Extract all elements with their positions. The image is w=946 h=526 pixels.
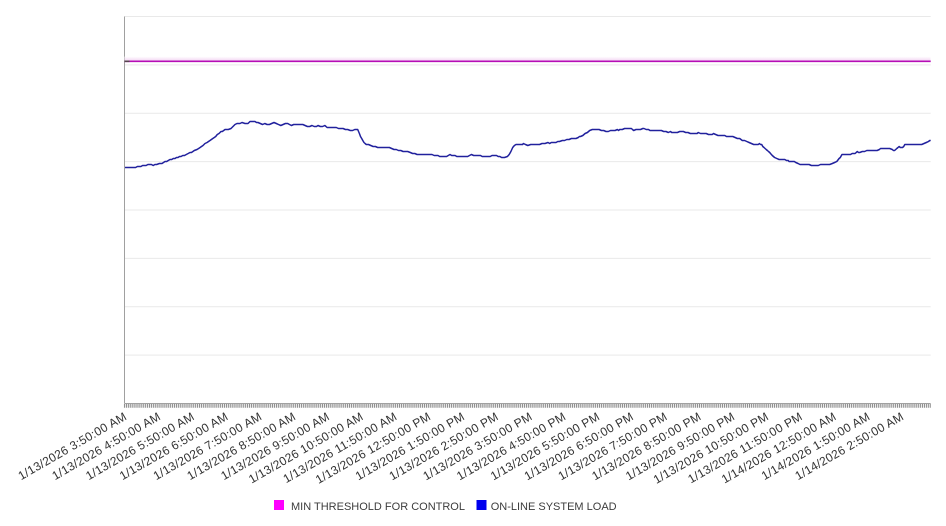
svg-text:ON-LINE SYSTEM LOAD: ON-LINE SYSTEM LOAD bbox=[491, 501, 617, 513]
svg-text:MIN THRESHOLD FOR CONTROL: MIN THRESHOLD FOR CONTROL bbox=[291, 501, 465, 513]
